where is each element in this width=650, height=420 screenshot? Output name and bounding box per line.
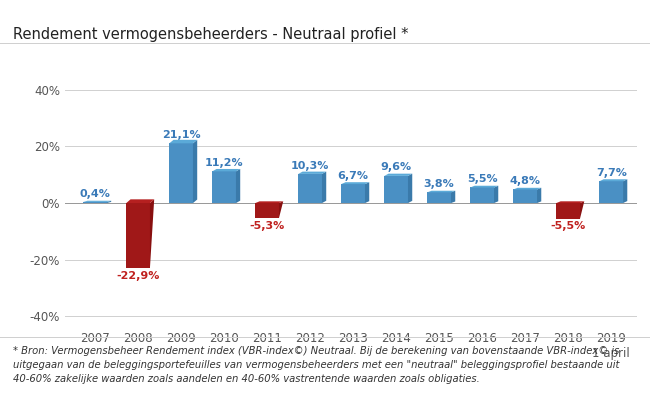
Polygon shape [213,169,240,171]
Polygon shape [150,200,154,268]
Polygon shape [623,179,627,203]
Polygon shape [580,201,584,219]
Text: 4,8%: 4,8% [510,176,541,186]
Polygon shape [322,172,326,203]
Polygon shape [255,201,283,203]
Polygon shape [451,191,455,203]
Polygon shape [514,188,541,189]
FancyBboxPatch shape [471,187,494,203]
Polygon shape [107,201,111,203]
FancyBboxPatch shape [126,203,150,268]
Text: 21,1%: 21,1% [162,130,200,140]
Text: 10,3%: 10,3% [291,160,330,171]
Polygon shape [279,201,283,218]
FancyBboxPatch shape [514,189,537,203]
Polygon shape [471,186,499,187]
Polygon shape [298,172,326,174]
FancyBboxPatch shape [341,184,365,203]
Text: 7,7%: 7,7% [596,168,627,178]
Polygon shape [193,140,197,203]
Text: -22,9%: -22,9% [116,271,160,281]
Text: 0,4%: 0,4% [80,189,111,199]
Polygon shape [169,140,197,143]
Polygon shape [365,182,369,203]
Text: -5,3%: -5,3% [250,221,285,231]
Text: 3,8%: 3,8% [424,179,454,189]
FancyBboxPatch shape [213,171,236,203]
FancyBboxPatch shape [255,203,279,218]
Text: * Bron: Vermogensbeheer Rendement index (VBR-index©) Neutraal. Bij de berekening: * Bron: Vermogensbeheer Rendement index … [13,346,619,384]
Polygon shape [408,173,412,203]
Polygon shape [494,186,499,203]
Polygon shape [556,201,584,203]
FancyBboxPatch shape [599,181,623,203]
FancyBboxPatch shape [384,176,408,203]
Text: 11,2%: 11,2% [205,158,244,168]
Polygon shape [83,201,111,202]
FancyBboxPatch shape [83,202,107,203]
Polygon shape [384,173,412,176]
Polygon shape [427,191,455,192]
FancyBboxPatch shape [298,174,322,203]
Text: 6,7%: 6,7% [337,171,369,181]
Text: Rendement vermogensbeheerders - Neutraal profiel *: Rendement vermogensbeheerders - Neutraal… [13,27,408,42]
Polygon shape [341,182,369,184]
Polygon shape [236,169,240,203]
Polygon shape [126,200,154,203]
Polygon shape [599,179,627,181]
Text: 5,5%: 5,5% [467,174,497,184]
Text: -5,5%: -5,5% [551,221,586,231]
FancyBboxPatch shape [427,192,451,203]
FancyBboxPatch shape [169,143,193,203]
Text: 9,6%: 9,6% [381,163,411,173]
Polygon shape [537,188,541,203]
FancyBboxPatch shape [556,203,580,219]
